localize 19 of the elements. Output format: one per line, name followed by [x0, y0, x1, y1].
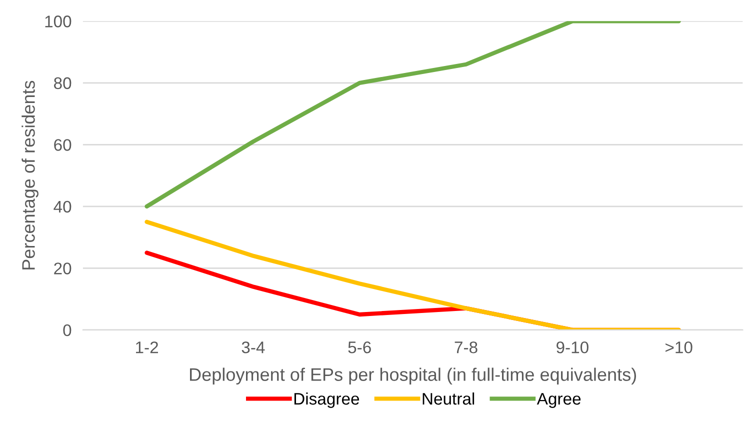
y-tick-label: 20: [54, 262, 72, 274]
line-series: [144, 21, 681, 209]
x-tick-label: 5-6: [348, 341, 371, 354]
y-tick-label: 80: [54, 77, 72, 90]
x-tick-label: 3-4: [242, 341, 265, 354]
y-axis-title: Percentage of residents: [22, 80, 38, 270]
line-series: [144, 220, 681, 330]
x-tick-label: 1-2: [136, 341, 158, 354]
y-tick-label: 60: [54, 139, 72, 151]
x-tick-label: 7-8: [454, 341, 478, 354]
legend-label: Neutral: [422, 392, 474, 405]
legend-label: Agree: [536, 393, 581, 408]
y-tick-label: 0: [63, 324, 72, 336]
x-axis-title: Deployment of EPs per hospital (in full-time equivalents): [190, 368, 636, 385]
legend-label: Disagree: [294, 392, 360, 408]
y-tick-label: 100: [45, 16, 72, 28]
y-tick-label: 40: [54, 200, 72, 213]
x-tick-label: 9-10: [556, 341, 588, 354]
x-tick-label: >10: [666, 341, 692, 354]
